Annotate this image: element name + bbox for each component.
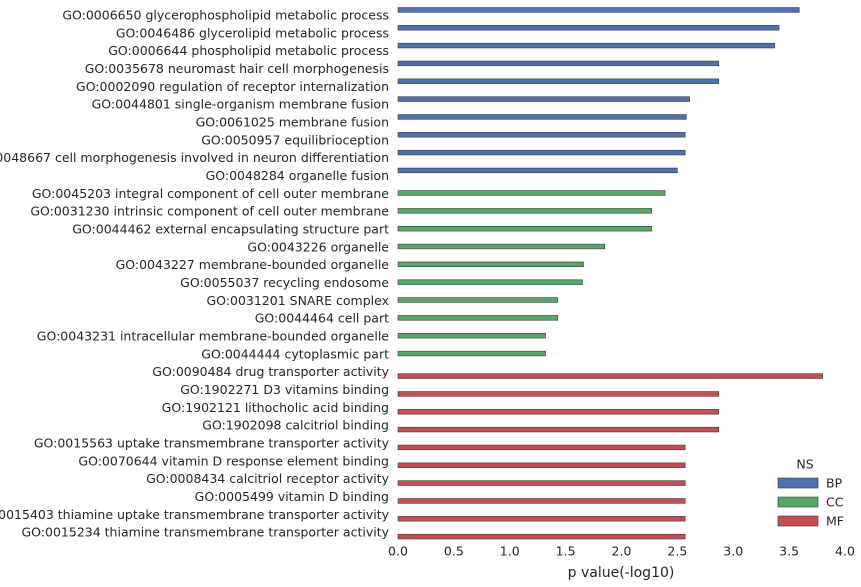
y-tick-label: GO:0043226 organelle bbox=[247, 239, 389, 254]
y-tick-label: GO:1902121 lithocholic acid binding bbox=[162, 400, 389, 415]
y-tick-label: GO:0048667 cell morphogenesis involved i… bbox=[0, 150, 389, 165]
legend-label: BP bbox=[826, 476, 843, 491]
y-tick-label: GO:0006650 glycerophospholipid metabolic… bbox=[62, 7, 389, 22]
y-tick-label: GO:0046486 glycerolipid metabolic proces… bbox=[116, 25, 389, 40]
y-tick-label: GO:0043231 intracellular membrane-bounde… bbox=[37, 328, 390, 343]
y-tick-label: GO:0048284 organelle fusion bbox=[206, 168, 389, 183]
legend-swatch bbox=[777, 477, 819, 489]
y-tick-label: GO:1902271 D3 vitamins binding bbox=[180, 382, 389, 397]
legend-swatch bbox=[777, 496, 819, 508]
legend-title: NS bbox=[796, 457, 813, 472]
y-tick-label: GO:0005499 vitamin D binding bbox=[195, 489, 389, 504]
y-tick-label: GO:1902098 calcitriol binding bbox=[202, 418, 389, 433]
bar bbox=[397, 7, 800, 13]
bar bbox=[397, 516, 686, 522]
x-tick-label: 2.5 bbox=[667, 544, 687, 559]
y-tick-label: GO:0015403 thiamine uptake transmembrane… bbox=[0, 507, 390, 522]
bar bbox=[397, 243, 606, 250]
bar bbox=[397, 167, 678, 174]
bar bbox=[397, 391, 720, 397]
bar bbox=[397, 25, 780, 31]
y-tick-label: GO:0055037 recycling endosome bbox=[180, 275, 389, 290]
y-tick-label: GO:0008434 calcitriol receptor activity bbox=[146, 471, 390, 486]
legend-label: MF bbox=[826, 514, 844, 529]
y-tick-label: GO:0015563 uptake transmembrane transpor… bbox=[34, 435, 390, 450]
bar bbox=[397, 373, 823, 379]
bar bbox=[397, 315, 559, 321]
bar bbox=[397, 78, 720, 84]
x-tick-label: 4.0 bbox=[835, 544, 855, 559]
x-tick-label: 1.0 bbox=[500, 544, 520, 559]
y-tick-label: GO:0044462 external encapsulating struct… bbox=[72, 221, 389, 236]
y-tick-label: GO:0045203 integral component of cell ou… bbox=[32, 186, 389, 201]
x-tick-label: 1.5 bbox=[556, 544, 576, 559]
x-tick-label: 3.5 bbox=[779, 544, 799, 559]
bar bbox=[397, 190, 666, 196]
bar bbox=[397, 426, 720, 433]
x-tick-label: 0.5 bbox=[444, 544, 464, 559]
y-tick-label: GO:0006644 phospholipid metabolic proces… bbox=[108, 43, 389, 58]
bar bbox=[397, 297, 559, 303]
bar bbox=[397, 350, 546, 357]
y-tick-label: GO:0090484 drug transporter activity bbox=[152, 364, 389, 379]
bar bbox=[397, 498, 686, 504]
x-tick-label: 3.0 bbox=[723, 544, 743, 559]
bar bbox=[397, 96, 690, 102]
bar bbox=[397, 333, 546, 339]
legend-label: CC bbox=[826, 495, 844, 510]
bar bbox=[397, 444, 686, 451]
bar bbox=[397, 261, 584, 268]
bar bbox=[397, 279, 583, 285]
y-tick-label: GO:0070644 vitamin D response element bi… bbox=[78, 453, 389, 468]
y-tick-label: GO:0031230 intrinsic component of cell o… bbox=[30, 204, 389, 219]
bar bbox=[397, 114, 687, 120]
bar bbox=[397, 226, 652, 232]
y-tick-label: GO:0050957 equilibrioception bbox=[201, 132, 389, 147]
bar bbox=[397, 409, 720, 415]
x-axis-label: p value(-log10) bbox=[568, 565, 675, 581]
bar bbox=[397, 132, 686, 138]
y-tick-label: GO:0043227 membrane-bounded organelle bbox=[116, 257, 390, 272]
bar bbox=[397, 533, 686, 540]
y-tick-label: GO:0044444 cytoplasmic part bbox=[201, 346, 389, 361]
bar bbox=[397, 462, 686, 468]
legend-swatch bbox=[777, 515, 819, 527]
y-tick-label: GO:0015234 thiamine transmembrane transp… bbox=[22, 525, 390, 540]
bar bbox=[397, 208, 652, 214]
y-tick-label: GO:0035678 neuromast hair cell morphogen… bbox=[85, 61, 389, 76]
bar bbox=[397, 480, 686, 486]
y-tick-label: GO:0044801 single-organism membrane fusi… bbox=[92, 97, 389, 112]
bar bbox=[397, 60, 720, 67]
y-tick-label: GO:0031201 SNARE complex bbox=[206, 293, 389, 308]
x-tick-label: 2.0 bbox=[612, 544, 632, 559]
y-tick-label: GO:0002090 regulation of receptor intern… bbox=[76, 79, 389, 94]
bar bbox=[397, 149, 686, 156]
bar bbox=[397, 42, 775, 49]
x-tick-label: 0.0 bbox=[388, 544, 408, 559]
y-tick-label: GO:0044464 cell part bbox=[255, 311, 389, 326]
y-tick-label: GO:0061025 membrane fusion bbox=[196, 114, 389, 129]
